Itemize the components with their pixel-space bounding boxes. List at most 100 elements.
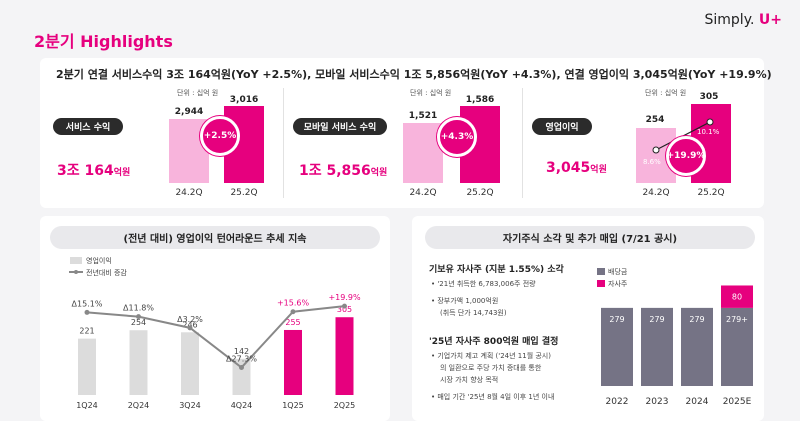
legend-swatch-bar <box>70 257 82 264</box>
legend-label: 전년대비 증감 <box>86 269 127 277</box>
bar-value-label: 279 <box>689 315 704 324</box>
section-title: 기보유 자사주 (지분 1.55%) 소각 <box>429 265 564 275</box>
operating-profit-chart: 221 1Q24 254 2Q24 246 3Q24 142 4Q24 255 1Q25 305 2Q… <box>72 293 361 410</box>
trend-point <box>187 325 193 331</box>
margin-curr: 10.1% <box>697 128 720 136</box>
bar <box>129 330 148 395</box>
panel-title: (전년 대비) 영업이익 턴어라운드 추세 지속 <box>50 226 380 249</box>
bar-prev <box>403 123 443 183</box>
bar-value: 305 <box>699 92 719 102</box>
x-tick-label: 2024 <box>686 397 709 407</box>
divider <box>522 88 523 198</box>
trend-line <box>86 305 345 369</box>
bar <box>232 358 251 395</box>
legend-label: 배당금 <box>608 268 628 276</box>
bar-dividend <box>601 307 633 386</box>
bar-dividend <box>721 307 753 386</box>
margin-trend-line <box>652 118 714 154</box>
trend-label: +15.6% <box>277 299 310 308</box>
list-item-sub: (취득 단가 14,743원) <box>440 309 507 317</box>
list-item: • 장부가액 1,000억원 <box>431 297 499 305</box>
trend-label: Δ27.3% <box>226 354 257 363</box>
trend-label: +19.9% <box>328 293 361 302</box>
trend-label: Δ15.1% <box>72 299 103 308</box>
bar-dividend <box>641 307 673 386</box>
bar-value-label: 142 <box>234 347 249 356</box>
bar-value: 254 <box>645 115 665 125</box>
page-title: 2분기 Highlights <box>34 32 173 51</box>
bar-value: 2,944 <box>174 107 204 117</box>
divider <box>283 88 284 198</box>
bar-value-label: 279+ <box>726 315 748 324</box>
list-item: • '21년 취득한 6,783,006주 전량 <box>431 280 536 288</box>
metric-value-operating-profit: 3,045억원 <box>546 160 607 176</box>
bar-dividend <box>681 307 713 386</box>
section-title: '25년 자사주 800억원 매입 결정 <box>429 337 559 347</box>
quarter-label: 25.2Q <box>697 188 725 198</box>
x-tick-label: 4Q24 <box>231 401 253 410</box>
shareholder-return-chart: 279 2022 279 2023 279 2024 279+ 80 2025E <box>601 285 753 407</box>
legend-swatch-line <box>69 270 83 274</box>
growth-badge: +19.9% <box>666 136 706 176</box>
bar-value: 1,521 <box>408 111 438 121</box>
metric-label-mobile-revenue: 모바일 서비스 수익 <box>293 118 387 135</box>
quarter-label: 24.2Q <box>642 188 670 198</box>
operating-profit-trend-panel <box>40 216 390 421</box>
bar-value-label: 279 <box>649 315 664 324</box>
x-tick-label: 1Q24 <box>76 401 98 410</box>
quarter-label: 24.2Q <box>409 188 437 198</box>
legend-label: 영업이익 <box>86 257 112 265</box>
quarter-label: 24.2Q <box>175 188 203 198</box>
trend-point <box>290 309 296 315</box>
quarter-label: 25.2Q <box>230 188 258 198</box>
bar <box>181 332 199 395</box>
x-tick-label: 1Q25 <box>282 401 304 410</box>
quarter-label: 25.2Q <box>466 188 494 198</box>
growth-badge: +4.3% <box>437 117 477 157</box>
bar <box>78 338 96 395</box>
unit-label: 단위 : 십억 원 <box>177 89 219 97</box>
bar <box>284 329 302 395</box>
list-item: • 매입 기간 '25년 8월 4일 이후 1년 이내 <box>431 393 555 401</box>
summary-headline: 2분기 연결 서비스수익 3조 164억원(YoY +2.5%), 모바일 서비… <box>56 68 772 81</box>
trend-point <box>136 314 141 320</box>
trend-point <box>84 309 90 315</box>
bar-value-label: 305 <box>337 305 352 314</box>
list-item-line: 시장 가치 향상 목적 <box>440 376 499 384</box>
metric-label-operating-profit: 영업이익 <box>532 118 592 135</box>
legend-swatch-dividend <box>597 268 605 275</box>
x-tick-label: 2022 <box>606 397 629 407</box>
metric-value-mobile-revenue: 1조 5,856억원 <box>299 163 388 179</box>
list-item-line: 의 일환으로 주당 가치 증대를 통한 <box>440 364 542 372</box>
trend-label: Δ11.8% <box>123 304 154 313</box>
bar-value-label: 221 <box>79 327 94 336</box>
metric-label-service-revenue: 서비스 수익 <box>53 118 123 135</box>
metric-value-service-revenue: 3조 164억원 <box>57 163 131 179</box>
legend-swatch-buyback <box>597 280 605 287</box>
trend-point <box>342 303 347 309</box>
brand-text: Simply. <box>704 12 755 28</box>
list-item: • 기업가치 제고 계획 ('24년 11월 공시) <box>431 352 551 360</box>
bar-value-label: 246 <box>182 320 197 329</box>
brand-logo: Simply. U+ <box>705 12 783 28</box>
unit-label: 단위 : 십억 원 <box>410 89 452 97</box>
bar-value: 3,016 <box>229 95 259 105</box>
bar-value-label: 255 <box>285 318 300 327</box>
x-tick-label: 2025E <box>723 397 752 407</box>
bar-value-label: 279 <box>609 315 624 324</box>
x-tick-label: 3Q24 <box>179 401 201 410</box>
x-tick-label: 2Q25 <box>334 401 356 410</box>
margin-prev: 8.6% <box>643 158 661 166</box>
x-tick-label: 2023 <box>646 397 669 407</box>
brand-accent: U+ <box>758 12 782 28</box>
bar-value-label: 254 <box>131 318 146 327</box>
bar-buyback <box>721 285 753 308</box>
trend-label: Δ3.2% <box>177 315 203 324</box>
bar-value: 1,586 <box>465 95 495 105</box>
bar <box>335 317 354 395</box>
unit-label: 단위 : 십억 원 <box>645 89 687 97</box>
bar-value-label: 80 <box>732 292 742 301</box>
panel-title: 자기주식 소각 및 추가 매입 (7/21 공시) <box>425 226 755 249</box>
x-tick-label: 2Q24 <box>128 401 150 410</box>
trend-point <box>239 364 244 370</box>
